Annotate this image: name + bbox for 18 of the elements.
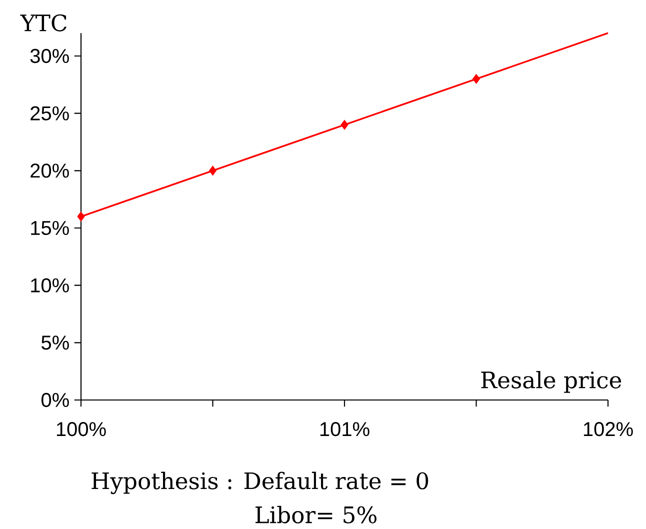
y-axis-title: YTC [20, 14, 66, 32]
x-tick-label: 102% [584, 422, 633, 436]
y-tick-label: 0% [41, 392, 69, 408]
x-tick-label: 101% [320, 422, 370, 436]
x-axis-title: Resale price [481, 370, 622, 393]
point [208, 166, 217, 176]
y-tick-label: 10% [31, 278, 69, 292]
point [472, 74, 480, 84]
y-tick-label: 30% [30, 48, 69, 64]
y-tick-label: 5% [42, 336, 69, 350]
y-tick-label: 15% [31, 220, 69, 236]
x-tick-label: 100% [56, 422, 106, 436]
text: Libor= 5% [256, 506, 376, 524]
point [340, 120, 348, 130]
point [77, 212, 85, 222]
y-tick-label: 20% [30, 164, 69, 178]
text: Hypothesis : Default rate = 0 [92, 472, 428, 494]
y-tick-label: 25% [30, 106, 69, 120]
